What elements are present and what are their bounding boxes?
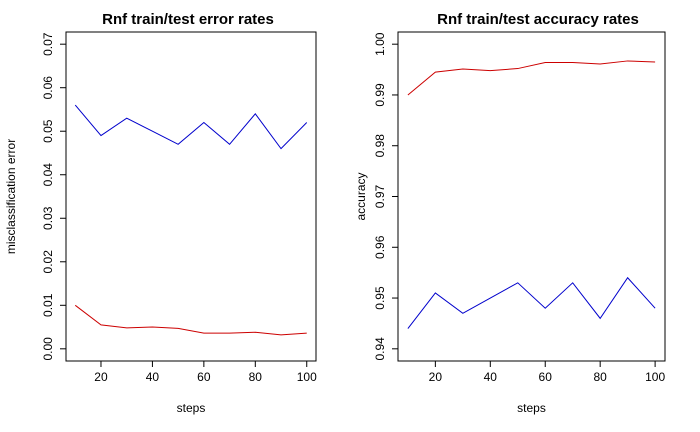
- series-line-1: [407, 60, 656, 96]
- x-axis-label: steps: [177, 401, 206, 415]
- y-tick-label: 0.07: [41, 32, 55, 56]
- plot-frame: [397, 31, 666, 362]
- y-tick-label: 0.99: [373, 83, 387, 107]
- x-tick-label: 40: [484, 370, 498, 384]
- x-tick-label: 100: [645, 370, 665, 384]
- y-axis-label: accuracy: [354, 172, 368, 220]
- y-tick-label: 0.05: [41, 119, 55, 143]
- series-line-1: [74, 104, 308, 150]
- series-line-2: [74, 304, 307, 336]
- y-tick-label: 0.95: [373, 286, 387, 310]
- chart-panel-2: Rnf train/test accuracy rates 20 40 60 80 100…: [354, 11, 666, 415]
- x-tick-label: 60: [539, 370, 553, 384]
- x-tick-label: 60: [197, 370, 211, 384]
- x-tick-label: 100: [297, 370, 317, 384]
- y-tick-label: 0.97: [373, 184, 387, 208]
- plot-frame: [65, 31, 317, 362]
- chart-title: Rnf train/test accuracy rates: [437, 11, 639, 28]
- x-tick-label: 80: [249, 370, 263, 384]
- x-tick-label: 80: [593, 370, 607, 384]
- x-tick-label: 20: [94, 370, 108, 384]
- x-tick-label: 20: [429, 370, 443, 384]
- y-tick-label: 1.00: [373, 32, 387, 56]
- x-tick-label: 40: [146, 370, 160, 384]
- series-line-2: [407, 276, 656, 329]
- y-axis-label: misclassification error: [4, 139, 18, 254]
- chart-panel-1: Rnf train/test error rates 20 40 60 80 100 0.0…: [4, 11, 317, 415]
- y-tick-label: 0.01: [41, 293, 55, 317]
- y-tick-label: 0.03: [41, 206, 55, 230]
- y-tick-label: 0.06: [41, 76, 55, 100]
- chart-title: Rnf train/test error rates: [102, 11, 274, 28]
- y-tick-label: 0.98: [373, 134, 387, 158]
- y-tick-label: 0.96: [373, 235, 387, 259]
- y-tick-label: 0.02: [41, 250, 55, 274]
- y-tick-label: 0.94: [373, 337, 387, 361]
- x-axis-label: steps: [517, 401, 546, 415]
- y-tick-label: 0.04: [41, 163, 55, 187]
- y-tick-label: 0.00: [41, 337, 55, 361]
